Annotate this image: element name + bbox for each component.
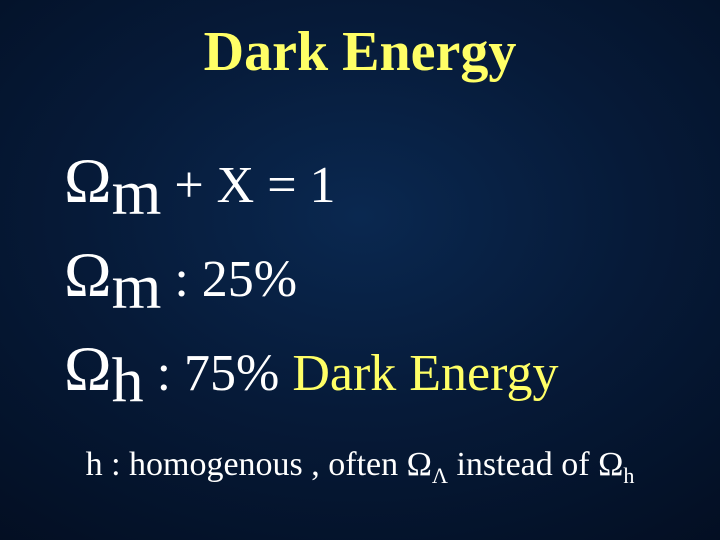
equation-line-0: Ωm + X = 1 [64,144,336,229]
title-text: Dark Energy [204,21,517,83]
equation-line-1: Ωm : 25% [64,238,297,323]
footer-note: h : homogenous , often ΩΛ instead of Ωh [0,446,720,489]
equation-line-2: Ωh : 75% Dark Energy [64,332,559,417]
dark-energy-label: Dark Energy [292,345,558,402]
slide-title: Dark Energy [0,20,720,84]
